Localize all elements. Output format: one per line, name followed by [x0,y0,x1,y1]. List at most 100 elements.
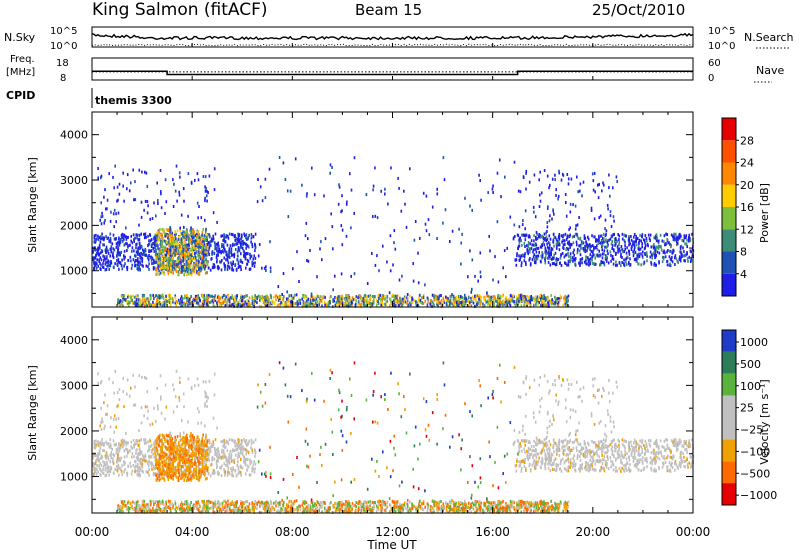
power-echo [515,263,518,267]
power-echo [529,301,531,305]
power-echo [554,263,557,267]
power-echo [340,210,342,214]
power-echo [618,247,621,251]
power-echo [469,249,471,253]
power-echo [173,251,175,254]
power-echo [543,169,546,172]
power-echo [406,297,409,300]
power-echo [196,270,198,273]
power-echo [445,295,447,299]
power-echo [381,298,383,301]
power-echo [240,304,243,308]
power-echo [670,245,672,249]
power-echo [590,209,593,212]
power-echo [441,300,443,304]
power-echo [159,263,162,267]
velocity-echo [107,455,109,459]
power-echo [565,298,568,302]
power-echo [630,238,633,242]
power-echo [190,230,192,234]
power-echo [294,157,297,161]
power-echo [200,242,203,246]
power-echo [206,303,208,307]
power-echo [429,298,432,302]
velocity-echo [157,471,159,475]
velocity-echo [251,448,253,452]
power-echo [543,294,545,298]
power-echo [301,297,303,301]
velocity-echo [116,459,118,463]
power-echo [177,262,180,266]
power-echo [169,300,172,304]
power-echo [187,258,190,262]
power-echo [489,304,491,308]
power-echo [378,293,380,297]
power-echo [145,301,148,305]
power-echo [558,171,560,175]
velocity-echo [107,457,110,461]
power-echo [149,255,152,259]
power-echo [313,303,315,307]
power-echo [526,244,528,248]
velocity-echo [110,456,112,460]
power-echo [167,253,170,257]
power-echo [262,301,265,305]
power-echo [154,246,156,250]
power-echo [637,262,640,266]
power-echo [603,237,605,241]
power-echo [110,261,113,265]
power-echo [240,268,242,272]
power-echo [346,200,348,204]
power-echo [215,242,218,246]
power-echo [520,297,523,301]
power-echo [585,258,587,262]
power-echo [614,253,617,256]
power-echo [190,228,192,232]
power-echo [236,250,239,254]
power-echo [162,297,165,301]
velocity-echo [108,469,110,473]
velocity-echo [140,457,143,461]
power-echo [209,240,212,244]
power-echo [384,187,386,191]
power-echo [642,238,645,242]
power-echo [341,243,344,247]
power-echo [177,237,180,241]
velocity-echo [171,474,174,477]
power-echo [535,254,537,258]
velocity-echo [244,462,247,466]
power-echo [186,299,188,303]
power-echo [597,196,600,200]
power-echo [160,251,163,255]
power-echo [644,252,646,255]
power-echo [102,262,104,266]
power-echo [231,243,234,247]
velocity-echo [241,441,243,445]
power-echo [150,238,153,241]
power-echo [157,298,160,302]
power-echo [579,253,582,257]
power-echo [577,236,580,240]
power-echo [233,243,236,247]
power-echo [118,243,121,247]
power-echo [179,175,181,179]
power-echo [476,302,478,306]
power-echo [478,297,480,301]
power-echo [615,242,617,245]
power-echo [451,229,454,233]
power-echo [562,303,564,307]
power-echo [199,267,201,271]
power-echo [173,235,176,239]
power-echo [168,243,170,247]
power-echo [522,233,525,237]
power-echo [525,171,527,175]
power-echo [363,304,366,308]
power-echo [118,192,121,196]
power-echo [408,303,410,307]
power-echo [153,304,155,308]
power-echo [155,268,158,272]
power-echo [212,239,214,243]
power-echo [202,264,205,268]
power-echo [182,259,184,263]
power-echo [157,265,159,269]
